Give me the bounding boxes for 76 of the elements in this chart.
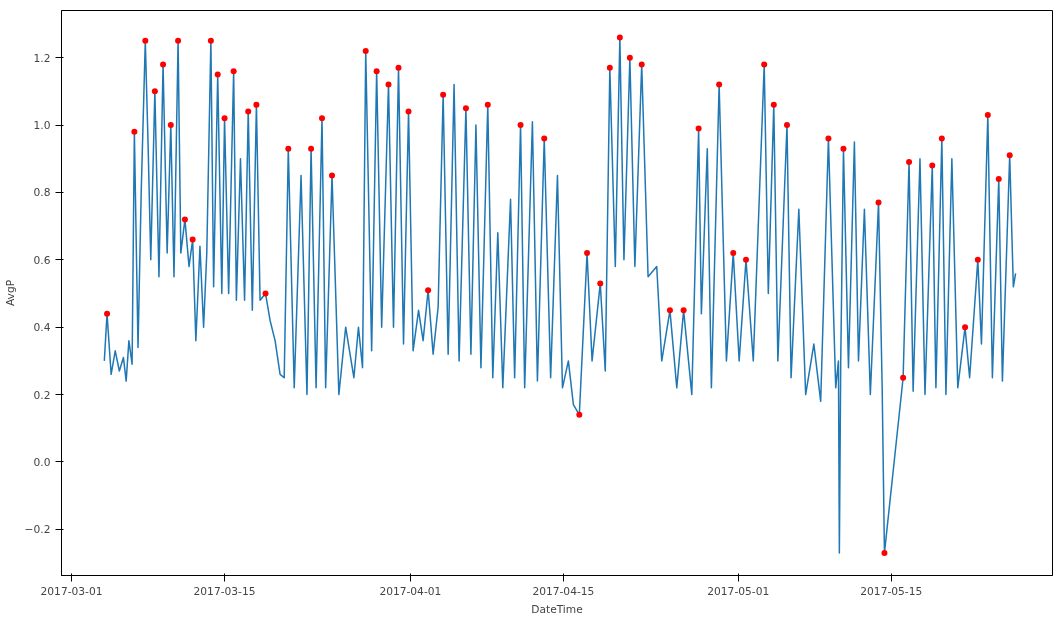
point <box>881 549 888 556</box>
y-tick-label: 1.2 <box>33 51 51 65</box>
point <box>875 199 882 206</box>
point <box>584 250 591 257</box>
point <box>230 68 237 75</box>
point <box>840 145 847 152</box>
point <box>825 135 832 142</box>
point <box>405 108 412 115</box>
point <box>142 37 149 44</box>
point <box>929 162 936 169</box>
y-tick-label: 0.4 <box>33 321 51 335</box>
point <box>189 236 196 243</box>
point <box>425 287 432 294</box>
point <box>319 115 325 122</box>
point <box>175 37 182 44</box>
point <box>245 108 252 115</box>
point <box>151 88 158 95</box>
point <box>638 61 645 68</box>
point <box>730 250 737 257</box>
point <box>984 111 991 118</box>
point <box>680 307 687 314</box>
point <box>308 145 315 152</box>
point <box>783 122 790 129</box>
point <box>160 61 167 68</box>
point <box>666 307 673 314</box>
point <box>104 310 111 317</box>
point <box>329 172 336 179</box>
point <box>207 37 214 44</box>
point <box>541 135 548 142</box>
point <box>597 280 604 287</box>
point <box>900 374 907 381</box>
point <box>770 101 777 108</box>
x-axis-title: DateTime <box>531 602 583 616</box>
x-tick-label: 2017-04-01 <box>379 584 442 598</box>
point <box>262 290 269 297</box>
point <box>995 175 1002 182</box>
point <box>395 64 402 71</box>
point <box>214 71 221 78</box>
y-axis-title: AvgP <box>3 279 17 307</box>
point <box>606 64 613 71</box>
point <box>974 256 981 263</box>
x-tick-label: 2017-05-15 <box>860 584 923 598</box>
point <box>938 135 945 142</box>
y-tick-label: 0.2 <box>33 388 51 402</box>
point <box>906 159 913 166</box>
point <box>616 34 623 41</box>
point <box>131 128 138 135</box>
y-tick-label: 0.8 <box>33 186 51 200</box>
point <box>576 411 583 418</box>
point <box>440 91 447 98</box>
x-tick-label: 2017-05-01 <box>707 584 770 598</box>
point <box>484 101 491 108</box>
point <box>221 115 228 122</box>
y-tick-label: 0.0 <box>33 455 51 469</box>
x-tick-label: 2017-04-15 <box>532 584 595 598</box>
y-tick-label: −0.2 <box>24 523 51 537</box>
point <box>167 122 174 129</box>
point <box>1006 152 1013 159</box>
point <box>761 61 768 68</box>
x-tick-label: 2017-03-15 <box>193 584 256 598</box>
point <box>385 81 392 88</box>
point <box>362 47 369 54</box>
point <box>962 324 969 331</box>
point <box>285 145 292 152</box>
point <box>695 125 702 132</box>
point <box>517 122 524 129</box>
point <box>253 101 260 108</box>
y-tick-label: 0.6 <box>33 253 51 267</box>
y-tick-label: 1.0 <box>33 119 51 133</box>
point <box>181 216 188 223</box>
x-tick-label: 2017-03-01 <box>40 584 103 598</box>
point <box>462 105 469 112</box>
point <box>626 54 633 61</box>
point <box>743 256 749 263</box>
point <box>373 68 380 75</box>
point <box>716 81 723 88</box>
